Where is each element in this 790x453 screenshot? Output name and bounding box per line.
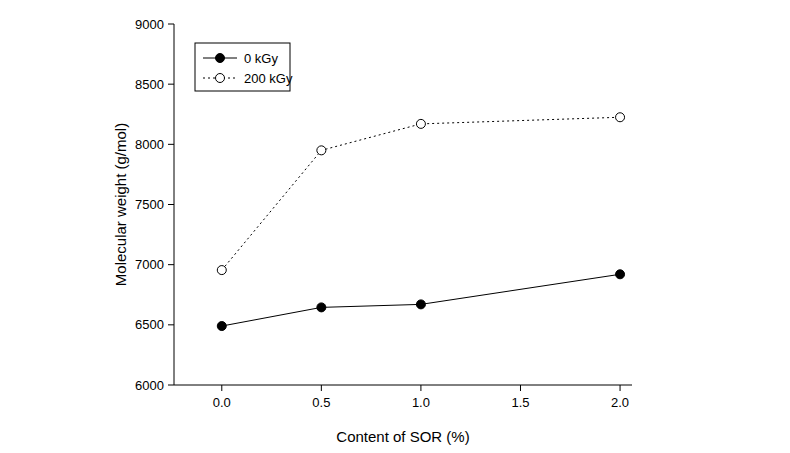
x-tick-label: 1.0 (412, 395, 430, 410)
y-axis-label: Molecular weight (g/mol) (112, 123, 129, 286)
legend-label: 0 kGy (244, 51, 278, 66)
y-tick-label: 8000 (135, 137, 164, 152)
y-tick (168, 24, 174, 25)
y-tick-label: 7500 (135, 197, 164, 212)
data-point (616, 113, 625, 122)
data-point (416, 119, 425, 128)
legend: 0 kGy 200 kGy (195, 43, 293, 91)
x-tick-label: 0.5 (312, 395, 330, 410)
x-tick (221, 385, 222, 391)
data-point (317, 146, 326, 155)
y-tick (168, 144, 174, 145)
legend-marker (216, 54, 225, 63)
x-tick (520, 385, 521, 391)
chart: 0.0 0.5 1.0 1.5 2.0 6000 6500 7000 7500 8000 8500 9… (0, 0, 790, 453)
series-line (222, 274, 620, 326)
data-point (416, 300, 425, 309)
data-point (616, 270, 625, 279)
y-tick (168, 385, 174, 386)
y-tick (168, 324, 174, 325)
y-tick-label: 8500 (135, 77, 164, 92)
x-tick (321, 385, 322, 391)
y-tick-label: 6500 (135, 317, 164, 332)
x-axis (174, 385, 632, 386)
plot-area (217, 113, 624, 331)
x-tick-label: 0.0 (213, 395, 231, 410)
y-tick-label: 6000 (135, 378, 164, 393)
y-tick (168, 84, 174, 85)
x-tick-label: 1.5 (511, 395, 529, 410)
series-line (222, 117, 620, 270)
data-point (217, 322, 226, 331)
y-tick-label: 9000 (135, 17, 164, 32)
data-point (317, 303, 326, 312)
x-tick-label: 2.0 (611, 395, 629, 410)
data-point (217, 266, 226, 275)
x-axis-label: Content of SOR (%) (336, 428, 469, 445)
y-tick (168, 204, 174, 205)
y-tick (168, 264, 174, 265)
legend-label: 200 kGy (244, 71, 293, 86)
legend-marker (216, 74, 225, 83)
x-tick (420, 385, 421, 391)
x-tick (620, 385, 621, 391)
y-tick-label: 7000 (135, 257, 164, 272)
